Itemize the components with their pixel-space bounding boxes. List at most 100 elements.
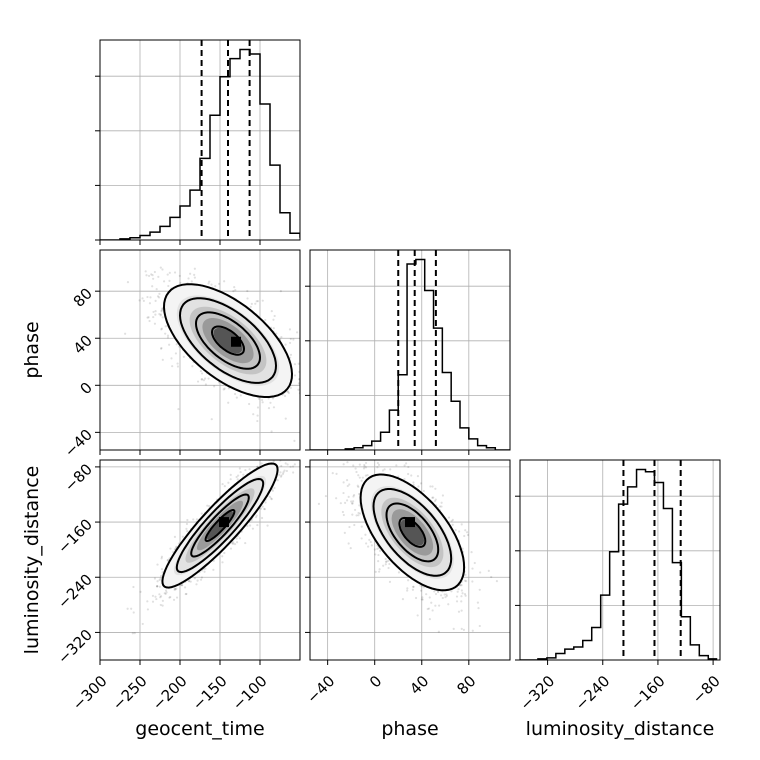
- sample-point: [289, 353, 293, 356]
- sample-point: [232, 290, 235, 293]
- sample-point: [434, 487, 437, 490]
- sample-point: [146, 295, 149, 299]
- sample-point: [279, 290, 282, 293]
- sample-point: [160, 568, 164, 571]
- x-tick-label: −100: [229, 672, 271, 714]
- sample-point: [223, 551, 226, 555]
- sample-point: [289, 337, 292, 341]
- sample-point: [473, 561, 476, 565]
- sample-point: [175, 587, 178, 590]
- sample-point: [200, 576, 204, 579]
- sample-point: [292, 338, 295, 341]
- contour-line: [190, 493, 250, 558]
- sample-point: [146, 608, 149, 611]
- sample-point: [158, 292, 161, 295]
- sample-point: [403, 464, 406, 467]
- sample-point: [283, 394, 287, 398]
- sample-point: [436, 590, 440, 594]
- sample-point: [374, 570, 377, 573]
- sample-point: [155, 288, 158, 291]
- y-axis-label-luminosity-distance: luminosity_distance: [21, 466, 43, 655]
- sample-point: [200, 372, 204, 375]
- sample-point: [271, 397, 275, 400]
- sample-point: [384, 557, 387, 561]
- sample-point: [403, 477, 406, 481]
- sample-point: [152, 277, 155, 280]
- sample-point: [284, 417, 287, 420]
- sample-point: [388, 580, 392, 583]
- sample-point: [427, 607, 431, 610]
- sample-point: [186, 530, 189, 533]
- sample-point: [256, 419, 259, 423]
- sample-point: [199, 369, 203, 373]
- sample-point: [316, 412, 318, 414]
- panel-frame: [99, 39, 301, 241]
- sample-point: [368, 538, 371, 541]
- sample-point: [347, 495, 350, 498]
- density-peak: [231, 336, 241, 347]
- sample-point: [164, 589, 168, 592]
- sample-point: [172, 598, 176, 601]
- sample-point: [367, 545, 370, 548]
- sample-point: [364, 474, 368, 477]
- sample-point: [382, 564, 385, 567]
- sample-point: [126, 281, 130, 284]
- sample-point: [272, 318, 275, 321]
- sample-point: [234, 289, 237, 292]
- sample-point: [455, 600, 459, 603]
- sample-point: [428, 618, 431, 621]
- sample-point: [360, 537, 363, 540]
- sample-point: [438, 505, 442, 508]
- density-peak: [405, 517, 415, 528]
- sample-point: [223, 280, 226, 283]
- sample-point: [232, 541, 235, 544]
- sample-point: [157, 296, 161, 299]
- sample-point: [350, 502, 354, 505]
- sample-point: [357, 474, 360, 477]
- sample-point: [268, 495, 272, 498]
- x-tick-label: −80: [689, 672, 724, 707]
- sample-point: [164, 332, 167, 335]
- sample-point: [280, 464, 283, 468]
- sample-point: [158, 585, 161, 588]
- contour-line: [161, 462, 279, 589]
- sample-point: [277, 452, 279, 454]
- sample-point: [276, 479, 279, 482]
- sample-point: [235, 396, 238, 399]
- sample-point: [239, 394, 242, 397]
- sample-point: [495, 580, 499, 583]
- sample-point: [153, 270, 156, 274]
- sample-point: [276, 455, 278, 457]
- sample-point: [288, 341, 292, 345]
- sample-point: [378, 549, 382, 552]
- sample-point: [433, 500, 437, 503]
- x-tick-label: −240: [572, 672, 614, 714]
- sample-point: [478, 624, 481, 628]
- sample-point: [156, 580, 159, 583]
- sample-point: [204, 567, 207, 570]
- sample-point: [221, 555, 224, 558]
- sample-point: [159, 595, 163, 598]
- sample-point: [341, 510, 344, 514]
- sample-point: [335, 451, 337, 453]
- sample-point: [256, 465, 259, 468]
- sample-point: [389, 468, 392, 471]
- sample-point: [189, 580, 192, 583]
- sample-point: [208, 505, 211, 508]
- sample-point: [443, 593, 446, 596]
- sample-point: [387, 559, 390, 563]
- sample-point: [477, 607, 480, 610]
- sample-point: [196, 380, 200, 383]
- y-tick-label: 80: [70, 284, 96, 310]
- sample-point: [388, 562, 391, 566]
- sample-point: [193, 267, 196, 270]
- x-axis-label-phase: phase: [381, 718, 438, 740]
- sample-point: [151, 594, 155, 597]
- sample-point: [139, 590, 142, 593]
- sample-point: [441, 596, 444, 600]
- sample-point: [266, 524, 269, 527]
- sample-point: [302, 445, 304, 447]
- sample-point: [188, 580, 191, 583]
- sample-point: [227, 401, 230, 404]
- sample-point: [187, 277, 190, 280]
